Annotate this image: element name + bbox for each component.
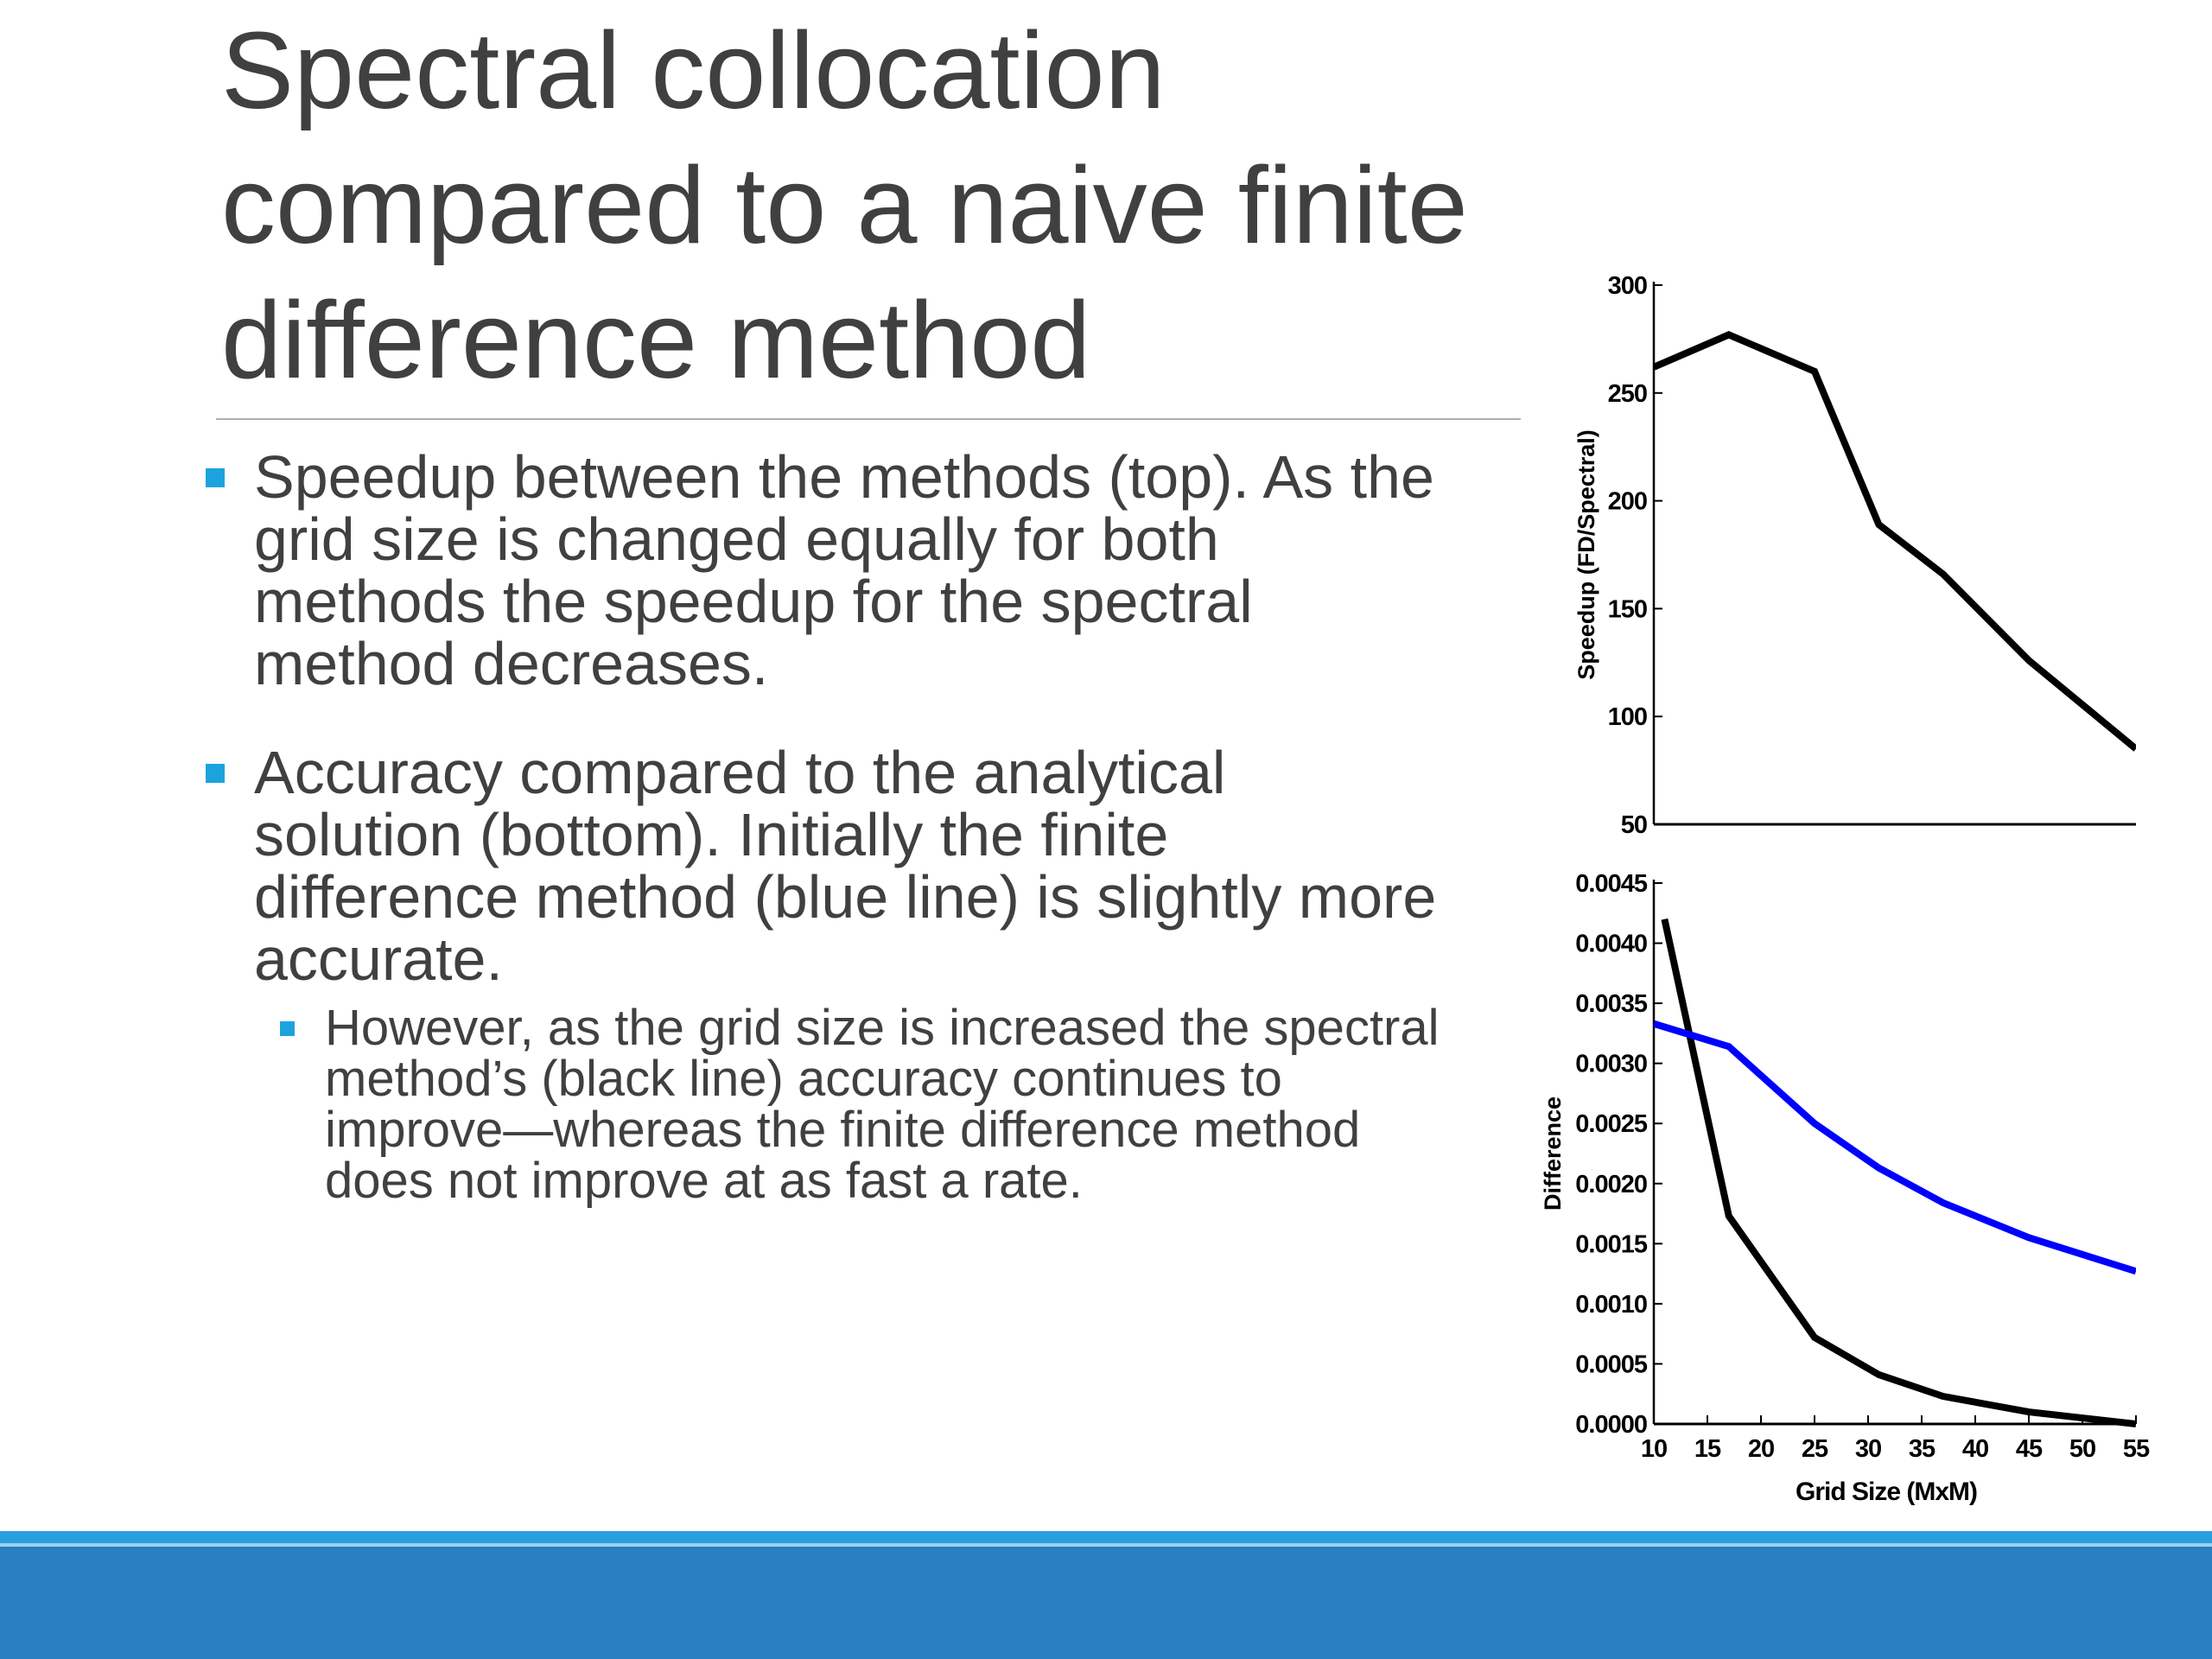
y-axis-label: Difference bbox=[1540, 1096, 1566, 1211]
sub-bullet-square-icon bbox=[280, 1021, 295, 1036]
title-divider bbox=[216, 418, 1521, 420]
bullet-speedup-text: Speedup between the methods (top). As th… bbox=[254, 443, 1434, 697]
title-line-3: difference method bbox=[221, 279, 1091, 401]
footer-separator bbox=[0, 1543, 2212, 1547]
y-tick-label: 50 bbox=[1621, 811, 1647, 839]
y-tick-label: 250 bbox=[1608, 380, 1647, 408]
x-tick-label: 50 bbox=[2069, 1435, 2095, 1463]
x-tick-label: 25 bbox=[1802, 1435, 1828, 1463]
y-tick-label: 200 bbox=[1608, 488, 1647, 516]
x-tick-label: 10 bbox=[1641, 1435, 1667, 1463]
x-tick-label: 20 bbox=[1748, 1435, 1774, 1463]
bullet-square-icon bbox=[206, 468, 225, 487]
series-line-1 bbox=[1654, 331, 2136, 752]
y-axis-label: Speedup (FD/Spectral) bbox=[1573, 429, 1599, 680]
y-tick-label: 0.0035 bbox=[1575, 990, 1648, 1018]
title-line-1: Spectral collocation bbox=[221, 10, 1166, 131]
series-line-2 bbox=[1654, 1020, 2136, 1275]
speedup-chart: 50 100 150 200 250 300 Speedup (FD/Spectral) bbox=[1573, 272, 2136, 839]
y-tick-label: 100 bbox=[1608, 703, 1647, 731]
sub-bullet-however: However, as the grid size is increased t… bbox=[273, 1002, 1446, 1206]
y-tick-label: 0.0010 bbox=[1575, 1291, 1647, 1319]
x-tick-label: 40 bbox=[1962, 1435, 1988, 1463]
y-tick-label: 0.0000 bbox=[1575, 1411, 1647, 1439]
x-tick-label: 45 bbox=[2016, 1435, 2043, 1463]
y-tick-label: 0.0020 bbox=[1575, 1171, 1647, 1198]
y-tick-label: 0.0005 bbox=[1575, 1351, 1648, 1378]
x-axis-label: Grid Size (MxM) bbox=[1796, 1478, 1977, 1506]
bullet-square-icon bbox=[206, 764, 225, 783]
y-tick-label: 0.0025 bbox=[1575, 1110, 1648, 1138]
x-tick-label: 55 bbox=[2123, 1435, 2150, 1463]
y-tick-label: 0.0045 bbox=[1575, 870, 1648, 898]
bullet-accuracy-text: Accuracy compared to the analytical solu… bbox=[254, 739, 1437, 993]
y-tick-label: 300 bbox=[1608, 272, 1647, 300]
series-line-1 bbox=[1661, 918, 2136, 1427]
x-tick-label: 35 bbox=[1909, 1435, 1936, 1463]
bullet-accuracy: Accuracy compared to the analytical solu… bbox=[202, 741, 1446, 990]
slide-title: Spectral collocation compared to a naive… bbox=[221, 3, 1586, 408]
y-tick-label: 150 bbox=[1608, 595, 1647, 623]
sub-bullet-text: However, as the grid size is increased t… bbox=[325, 1000, 1440, 1209]
difference-chart: 0.0000 0.0005 0.0010 0.0015 0.0020 0.0025 0.00… bbox=[1540, 870, 2151, 1506]
y-tick-label: 0.0015 bbox=[1575, 1230, 1648, 1258]
y-tick-label: 0.0030 bbox=[1575, 1051, 1647, 1078]
x-tick-label: 30 bbox=[1855, 1435, 1881, 1463]
bullet-speedup: Speedup between the methods (top). As th… bbox=[202, 446, 1446, 695]
bullet-list: Speedup between the methods (top). As th… bbox=[202, 446, 1446, 1206]
x-tick-label: 15 bbox=[1694, 1435, 1721, 1463]
y-tick-label: 0.0040 bbox=[1575, 931, 1647, 958]
title-line-2: compared to a naive finite bbox=[221, 144, 1468, 266]
footer-stripe bbox=[0, 1531, 2212, 1543]
footer-band bbox=[0, 1531, 2212, 1659]
